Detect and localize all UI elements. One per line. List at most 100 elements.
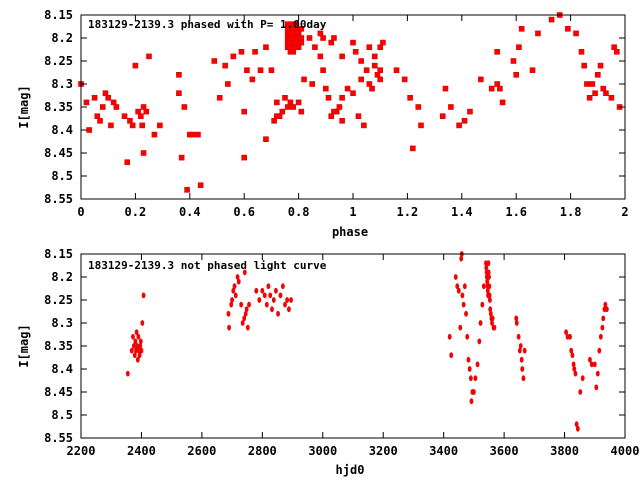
phased-data-point: [108, 122, 114, 129]
phased-x-tick-label: 0: [77, 205, 84, 219]
phased-data-point: [336, 104, 343, 110]
phased-data-point: [366, 44, 373, 51]
unphased-data-point: [522, 347, 527, 354]
unphased-data-point: [492, 324, 497, 331]
phased-data-point: [293, 39, 299, 46]
phased-data-point: [197, 182, 204, 188]
phased-x-tick-label: 1: [349, 205, 356, 219]
phased-data-point: [565, 25, 571, 32]
phased-data-point: [456, 122, 462, 129]
phased-data-point: [317, 53, 324, 60]
unphased-data-point: [480, 301, 485, 308]
phased-data-point: [271, 118, 277, 124]
unphased-data-point: [589, 361, 594, 368]
unphased-data-point: [478, 320, 483, 326]
phased-data-point: [366, 81, 373, 87]
phased-data-point: [99, 104, 106, 110]
unphased-data-point: [137, 352, 142, 359]
phased-data-point: [317, 30, 324, 37]
unphased-data-point: [134, 329, 139, 336]
unphased-data-point: [519, 356, 524, 363]
phased-data-point: [600, 85, 607, 92]
phased-data-point: [295, 30, 302, 37]
phased-data-point: [494, 81, 500, 87]
phased-data-point: [309, 81, 316, 87]
phased-data-point: [594, 72, 601, 78]
phased-data-point: [371, 62, 378, 69]
unphased-data-point: [464, 310, 468, 317]
unphased-y-axis: 8.15 8.2 8.25 8.3 8.35 8.4 8.45 8.5 8.55: [44, 247, 625, 445]
phased-data-point: [124, 159, 131, 165]
phased-x-tick-label: 0.8: [288, 205, 310, 219]
unphased-data-point: [521, 375, 526, 382]
phased-y-tick-label: 8.15: [44, 8, 73, 22]
unphased-data-point: [268, 292, 273, 299]
phased-data-point: [380, 39, 386, 46]
phased-data-point: [306, 35, 313, 41]
phased-data-point: [581, 62, 588, 69]
unphased-data-point: [477, 338, 482, 345]
phased-data-point: [276, 113, 283, 119]
phased-data-point: [257, 67, 264, 73]
phased-data-point: [358, 76, 364, 83]
unphased-data-point: [140, 320, 145, 326]
unphased-data-point: [520, 366, 525, 372]
phased-data-point: [113, 104, 120, 110]
unphased-data-point: [469, 398, 474, 405]
unphased-data-point: [580, 375, 585, 382]
phased-data-point: [592, 90, 598, 96]
phased-data-point: [320, 35, 326, 41]
unphased-data-point: [570, 352, 575, 359]
phased-data-point: [328, 113, 335, 119]
phased-data-point: [312, 44, 318, 51]
phased-data-point: [331, 35, 337, 41]
unphased-data-point: [266, 283, 271, 290]
phased-data-point: [94, 113, 101, 119]
phased-x-tick-label: 0.2: [125, 205, 147, 219]
unphased-y-tick-label: 8.3: [51, 316, 73, 330]
unphased-data-point: [226, 310, 231, 317]
phased-data-point: [110, 99, 117, 106]
unphased-data-point: [604, 306, 609, 313]
phased-data-point: [603, 90, 609, 96]
unphased-data-point: [595, 370, 600, 377]
phased-x-tick-label: 0.4: [179, 205, 201, 219]
unphased-data-point: [578, 389, 583, 395]
unphased-data-point: [264, 301, 269, 308]
phased-data-point: [284, 39, 291, 46]
phased-data-point: [91, 95, 98, 101]
unphased-data-point: [456, 287, 461, 294]
unphased-data-point: [227, 324, 231, 331]
unphased-data-point: [481, 283, 486, 290]
phased-data-point: [548, 16, 555, 23]
phased-data-point: [301, 76, 307, 83]
phased-data-point: [138, 113, 144, 119]
phased-data-point: [244, 67, 250, 73]
unphased-data-point: [487, 274, 491, 280]
unphased-data-point: [239, 301, 244, 308]
phased-data-point: [216, 95, 223, 101]
phased-data-point: [535, 30, 541, 37]
phased-y-tick-label: 8.5: [51, 169, 73, 183]
unphased-data-point: [467, 366, 472, 372]
phased-y-tick-label: 8.35: [44, 100, 73, 114]
phased-data-point: [178, 154, 185, 161]
unphased-data-point: [461, 301, 466, 308]
phased-data-point: [418, 122, 424, 129]
unphased-data-point: [260, 287, 265, 294]
phased-data-point: [339, 95, 345, 101]
phased-data-point: [578, 48, 585, 55]
phased-data-point: [352, 48, 359, 55]
phased-data-point: [494, 48, 500, 55]
phased-data-point: [467, 108, 473, 115]
phased-data-point: [589, 81, 596, 87]
unphased-data-point: [232, 283, 237, 290]
phased-data-point: [611, 44, 617, 51]
phased-data-point: [176, 90, 182, 96]
unphased-data-point: [131, 333, 135, 340]
phased-data-point: [189, 131, 196, 138]
phased-data-point: [140, 104, 147, 110]
phased-data-point: [86, 127, 92, 133]
